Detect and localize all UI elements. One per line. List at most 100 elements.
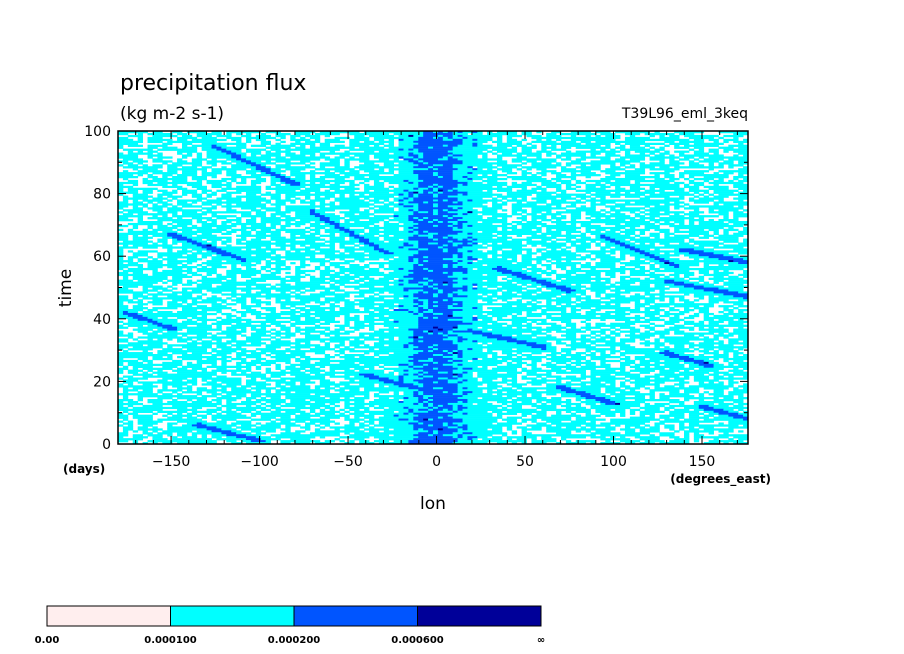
heatmap-cell [260,219,296,222]
heatmap-cell [708,432,714,435]
heatmap-cell [629,273,665,277]
heatmap-cell [590,205,596,208]
heatmap-cell [378,291,385,294]
heatmap-cell [624,242,636,245]
heatmap-cell [644,440,665,443]
heatmap-cell [688,219,705,222]
heatmap-cell [600,170,616,173]
heatmap-cell [615,400,646,404]
heatmap-cell [122,375,134,378]
heatmap-cell [462,222,493,226]
heatmap-cell [314,428,321,431]
heatmap-cell [496,442,508,445]
heatmap-cell [615,246,626,249]
heatmap-cell [236,242,286,245]
heatmap-cell [605,402,616,406]
heatmap-cell [684,322,705,325]
heatmap-cell [664,144,670,147]
heatmap-cell [418,381,434,384]
heatmap-cell [688,197,695,200]
heatmap-cell [605,134,621,138]
heatmap-cell [467,136,493,140]
heatmap-cell [433,166,454,169]
heatmap-cell [620,357,631,361]
heatmap-cell [437,185,444,189]
heatmap-cell [541,232,562,235]
heatmap-cell [698,279,705,282]
heatmap-cell [605,144,611,147]
heatmap-cell [570,420,586,423]
heatmap-cell [226,399,237,402]
heatmap-cell [319,322,331,325]
heatmap-cell [482,242,488,245]
heatmap-cell [467,193,503,196]
heatmap-cell [595,134,601,138]
heatmap-cell [408,279,429,282]
heatmap-cell [452,254,459,257]
heatmap-cell [373,179,380,183]
heatmap-cell [354,236,365,239]
heatmap-cell [339,242,355,245]
heatmap-cell [511,385,522,388]
heatmap-cell [541,408,591,412]
heatmap-cell [501,256,518,259]
heatmap-cell [590,164,601,167]
heatmap-cell [423,383,459,386]
heatmap-cell [206,193,217,196]
heatmap-cell [693,209,700,212]
heatmap-cell [496,142,522,145]
heatmap-cell [733,367,739,370]
heatmap-cell [629,187,646,190]
heatmap-cell [418,391,424,394]
heatmap-cell [305,273,311,277]
heatmap-cell [487,383,498,386]
heatmap-cell [295,265,306,269]
heatmap-cell [457,256,463,259]
heatmap-cell [265,371,306,374]
heatmap-cell [211,350,237,353]
heatmap-cell [521,226,542,230]
heatmap-cell [349,434,390,437]
heatmap-cell [693,434,705,437]
heatmap-cell [378,375,399,378]
heatmap-cell [600,209,606,212]
heatmap-cell [442,136,449,140]
heatmap-cell [437,187,454,190]
heatmap-cell [570,307,577,310]
heatmap-cell [324,344,331,347]
heatmap-cell [467,271,503,275]
heatmap-cell [669,440,690,443]
heatmap-cell [733,232,749,235]
heatmap-cell [285,271,291,275]
heatmap-cell [359,242,365,245]
heatmap-cell [693,138,705,142]
heatmap-cell [418,283,424,286]
heatmap-cell [433,367,439,370]
heatmap-cell [211,191,217,194]
heatmap-cell [703,305,714,308]
heatmap-cell [669,350,695,353]
heatmap-cell [482,207,503,210]
heatmap-cell [698,222,729,226]
heatmap-cell [541,310,547,314]
heatmap-cell [127,383,134,386]
heatmap-cell [546,316,646,320]
heatmap-cell [157,224,168,228]
heatmap-cell [245,399,252,402]
heatmap-cell [629,369,655,372]
heatmap-cell [723,312,749,316]
heatmap-cell [364,281,409,284]
heatmap-cell [664,340,690,343]
heatmap-cell [265,354,271,357]
heatmap-cell [172,242,178,245]
heatmap-cell [718,164,724,167]
heatmap-cell [428,242,439,245]
heatmap-cell [546,375,562,378]
heatmap-cell [413,181,419,185]
heatmap-cell [492,355,513,359]
heatmap-cell [590,252,606,255]
heatmap-cell [413,156,419,159]
heatmap-cell [506,172,518,175]
heatmap-cell [423,395,434,398]
heatmap-cell [541,144,547,147]
